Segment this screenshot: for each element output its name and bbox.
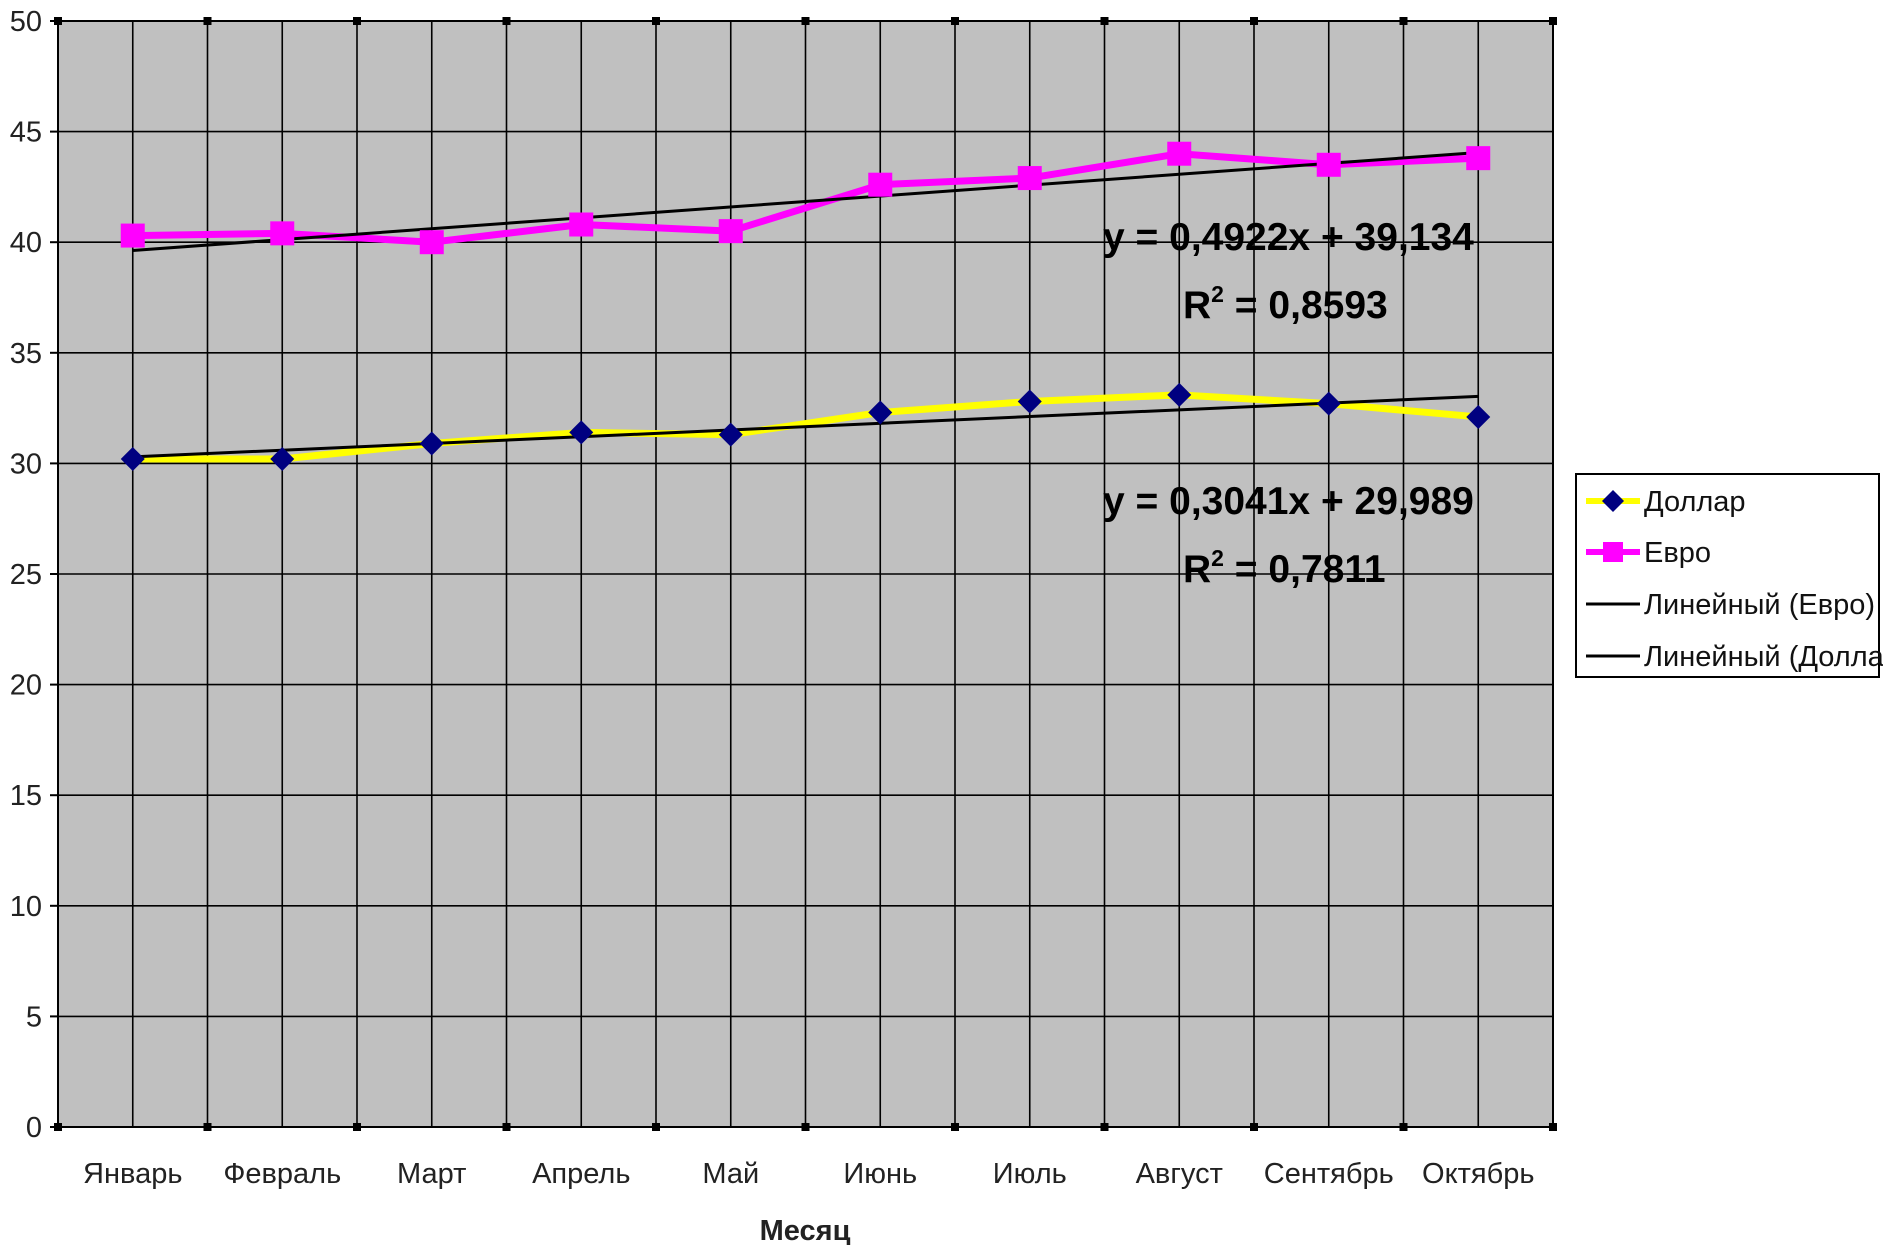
y-tick-label: 40 [10,227,42,259]
legend-marker-euro [1603,542,1623,562]
x-tick-label: Март [397,1158,466,1190]
r2-superscript-euro: 2 [1211,281,1224,307]
r2-superscript-dollar: 2 [1211,545,1224,571]
axis-tick-mark [204,17,212,25]
axis-tick-mark [802,1123,810,1131]
y-tick-label: 0 [26,1112,42,1144]
x-tick-label: Октябрь [1422,1158,1534,1190]
legend-label-trend-dollar: Линейный (Доллар) [1644,641,1883,673]
y-tick-label: 30 [10,448,42,480]
data-point-marker [868,173,892,197]
y-tick-label: 20 [10,670,42,702]
r2-label-dollar: R [1183,548,1211,591]
y-tick-label: 45 [10,117,42,149]
x-tick-label: Май [702,1158,759,1190]
axis-tick-mark [1250,17,1258,25]
x-tick-label: Июль [993,1158,1067,1190]
y-tick-label: 50 [10,6,42,38]
data-point-marker [420,230,444,254]
y-axis-ticks: 0 5 10 15 20 25 30 35 40 45 50 [10,6,58,1144]
r2-value-euro: = 0,8593 [1224,284,1388,327]
data-point-marker [1317,153,1341,177]
y-tick-label: 25 [10,559,42,591]
axis-tick-mark [503,17,511,25]
axis-tick-mark [802,17,810,25]
data-point-marker [719,219,743,243]
x-tick-label: Июнь [843,1158,917,1190]
y-tick-label: 15 [10,780,42,812]
x-axis-ticks: Январь Февраль Март Апрель Май Июнь Июль Август… [83,1158,1534,1190]
data-point-marker [1167,142,1191,166]
x-tick-label: Сентябрь [1264,1158,1394,1190]
axis-tick-mark [951,17,959,25]
data-point-marker [1018,166,1042,190]
data-point-marker [121,224,145,248]
x-tick-label: Январь [83,1158,182,1190]
legend: Доллар Евро Линейный (Евро) Линейный (До… [1576,474,1883,677]
trendline-equation-euro: y = 0,4922x + 39,134 [1103,216,1474,259]
axis-tick-mark [652,17,660,25]
x-axis-title: Месяц [760,1215,851,1245]
axis-tick-mark [1400,1123,1408,1131]
axis-tick-mark [1549,17,1557,25]
y-tick-label: 35 [10,338,42,370]
y-tick-label: 10 [10,891,42,923]
axis-tick-mark [503,1123,511,1131]
axis-tick-mark [1549,1123,1557,1131]
r2-label-euro: R [1183,284,1211,327]
legend-label-trend-euro: Линейный (Евро) [1644,589,1875,621]
y-tick-label: 5 [26,1001,42,1033]
trendline-equation-dollar: y = 0,3041x + 29,989 [1103,480,1474,523]
axis-tick-mark [204,1123,212,1131]
data-point-marker [569,213,593,237]
axis-tick-mark [1101,1123,1109,1131]
x-tick-label: Февраль [223,1158,341,1190]
data-point-marker [1466,146,1490,170]
legend-label-euro: Евро [1644,537,1711,569]
axis-tick-mark [353,17,361,25]
x-tick-label: Август [1136,1158,1223,1190]
axis-tick-mark [951,1123,959,1131]
axis-tick-mark [1101,17,1109,25]
r2-value-dollar: = 0,7811 [1224,548,1386,591]
x-tick-label: Апрель [532,1158,630,1190]
axis-tick-mark [1250,1123,1258,1131]
data-point-marker [270,221,294,245]
axis-tick-mark [652,1123,660,1131]
axis-tick-mark [1400,17,1408,25]
axis-tick-mark [353,1123,361,1131]
legend-label-dollar: Доллар [1644,486,1746,518]
